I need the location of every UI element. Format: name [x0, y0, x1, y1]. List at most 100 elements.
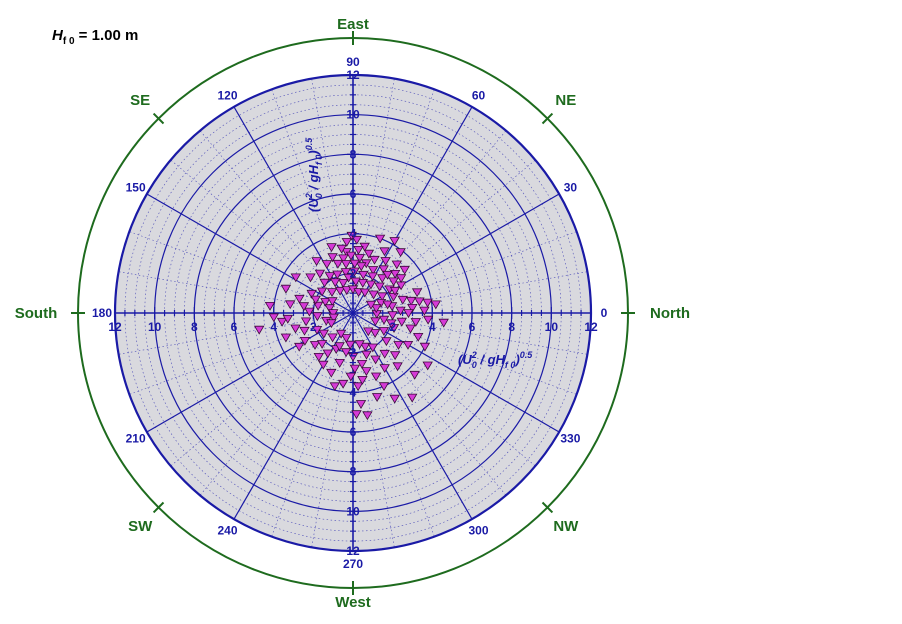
data-point	[338, 279, 349, 288]
data-point	[391, 260, 403, 270]
angle-label: 270	[343, 557, 363, 571]
data-point	[363, 327, 374, 337]
data-point	[419, 342, 431, 352]
data-point	[314, 269, 326, 279]
compass-label: SW	[128, 518, 153, 535]
data-point	[316, 287, 328, 297]
data-point	[407, 304, 418, 313]
data-point	[351, 410, 362, 420]
data-point	[345, 372, 357, 382]
chart-title: Hf 0 = 1.00 m	[52, 27, 138, 47]
data-point	[378, 265, 389, 275]
data-point	[352, 382, 364, 392]
data-point	[379, 364, 390, 373]
data-point	[324, 272, 336, 282]
data-point	[330, 278, 341, 288]
data-point	[294, 294, 305, 304]
data-point	[280, 284, 292, 294]
data-point	[392, 362, 403, 372]
compass-tick	[541, 501, 554, 514]
polar-grid	[71, 31, 635, 595]
data-point	[324, 304, 335, 314]
radial-tick-label: 2	[389, 320, 396, 334]
data-point	[422, 361, 433, 371]
data-point	[318, 329, 329, 339]
data-point	[368, 290, 379, 300]
compass-label: North	[650, 305, 690, 322]
radial-tick-label: 12	[346, 68, 360, 82]
radial-axis-label-vertical: (U20 / gHf 0)0.5	[304, 137, 324, 212]
radial-tick-label: 10	[148, 320, 162, 334]
data-point	[367, 266, 379, 275]
data-point	[422, 298, 433, 308]
data-point	[379, 247, 390, 257]
data-point	[336, 244, 347, 254]
compass-label: South	[15, 305, 58, 322]
radial-tick-label: 6	[350, 187, 357, 201]
data-point	[332, 270, 343, 280]
data-point	[349, 364, 361, 374]
radial-axis-label-horizontal: (U2 0 / gHf 0)0.5	[458, 350, 533, 370]
data-point	[345, 340, 356, 350]
angle-label: 210	[126, 432, 146, 446]
radial-tick-label: 4	[350, 227, 357, 241]
data-point	[369, 329, 381, 338]
data-point	[298, 302, 310, 312]
major-spoke	[146, 193, 354, 314]
data-point	[299, 326, 310, 336]
data-point	[284, 300, 296, 310]
radial-tick-label: 6	[231, 320, 238, 334]
data-point	[412, 333, 424, 342]
compass-label: West	[335, 594, 371, 611]
data-point	[304, 307, 315, 317]
data-point	[311, 257, 322, 267]
data-point	[405, 296, 417, 306]
radial-tick-label: 10	[545, 320, 559, 334]
data-point	[329, 382, 341, 392]
radial-tick-label: 2	[350, 266, 357, 280]
data-point	[403, 309, 414, 319]
data-point	[402, 341, 414, 350]
radial-tick-label: 8	[508, 320, 515, 334]
major-spoke	[352, 312, 560, 433]
data-point	[377, 274, 388, 284]
data-point	[334, 359, 345, 368]
data-point	[309, 341, 321, 350]
data-point	[399, 265, 410, 275]
data-point	[305, 273, 316, 283]
data-point	[326, 368, 337, 378]
angle-label: 90	[346, 55, 360, 69]
data-point	[293, 342, 305, 352]
data-point	[268, 313, 280, 323]
data-point	[322, 349, 334, 359]
data-point	[389, 394, 400, 404]
data-point	[326, 319, 337, 329]
data-point	[407, 393, 418, 403]
data-point	[354, 254, 365, 263]
data-point	[365, 280, 377, 290]
data-point	[358, 270, 369, 280]
data-point	[328, 309, 339, 319]
data-point	[389, 237, 400, 246]
data-point	[349, 267, 360, 277]
data-point	[350, 277, 361, 287]
data-point	[386, 319, 397, 329]
data-point	[312, 312, 323, 322]
data-point	[332, 259, 344, 269]
data-point	[380, 257, 391, 266]
radial-tick-label: 2	[310, 320, 317, 334]
data-point	[338, 254, 349, 264]
radial-tick-label: 8	[191, 320, 198, 334]
data-point	[369, 255, 380, 265]
angle-label: 300	[468, 523, 488, 537]
radial-tick-label: 6	[469, 320, 476, 334]
radial-tick-label: 12	[108, 320, 122, 334]
data-point	[388, 277, 399, 287]
data-point	[370, 372, 382, 382]
data-point	[327, 297, 338, 307]
radial-tick-label: 10	[346, 504, 360, 518]
compass-tick	[541, 112, 554, 125]
data-point	[306, 289, 317, 299]
data-point	[280, 333, 292, 343]
data-point	[387, 311, 398, 321]
